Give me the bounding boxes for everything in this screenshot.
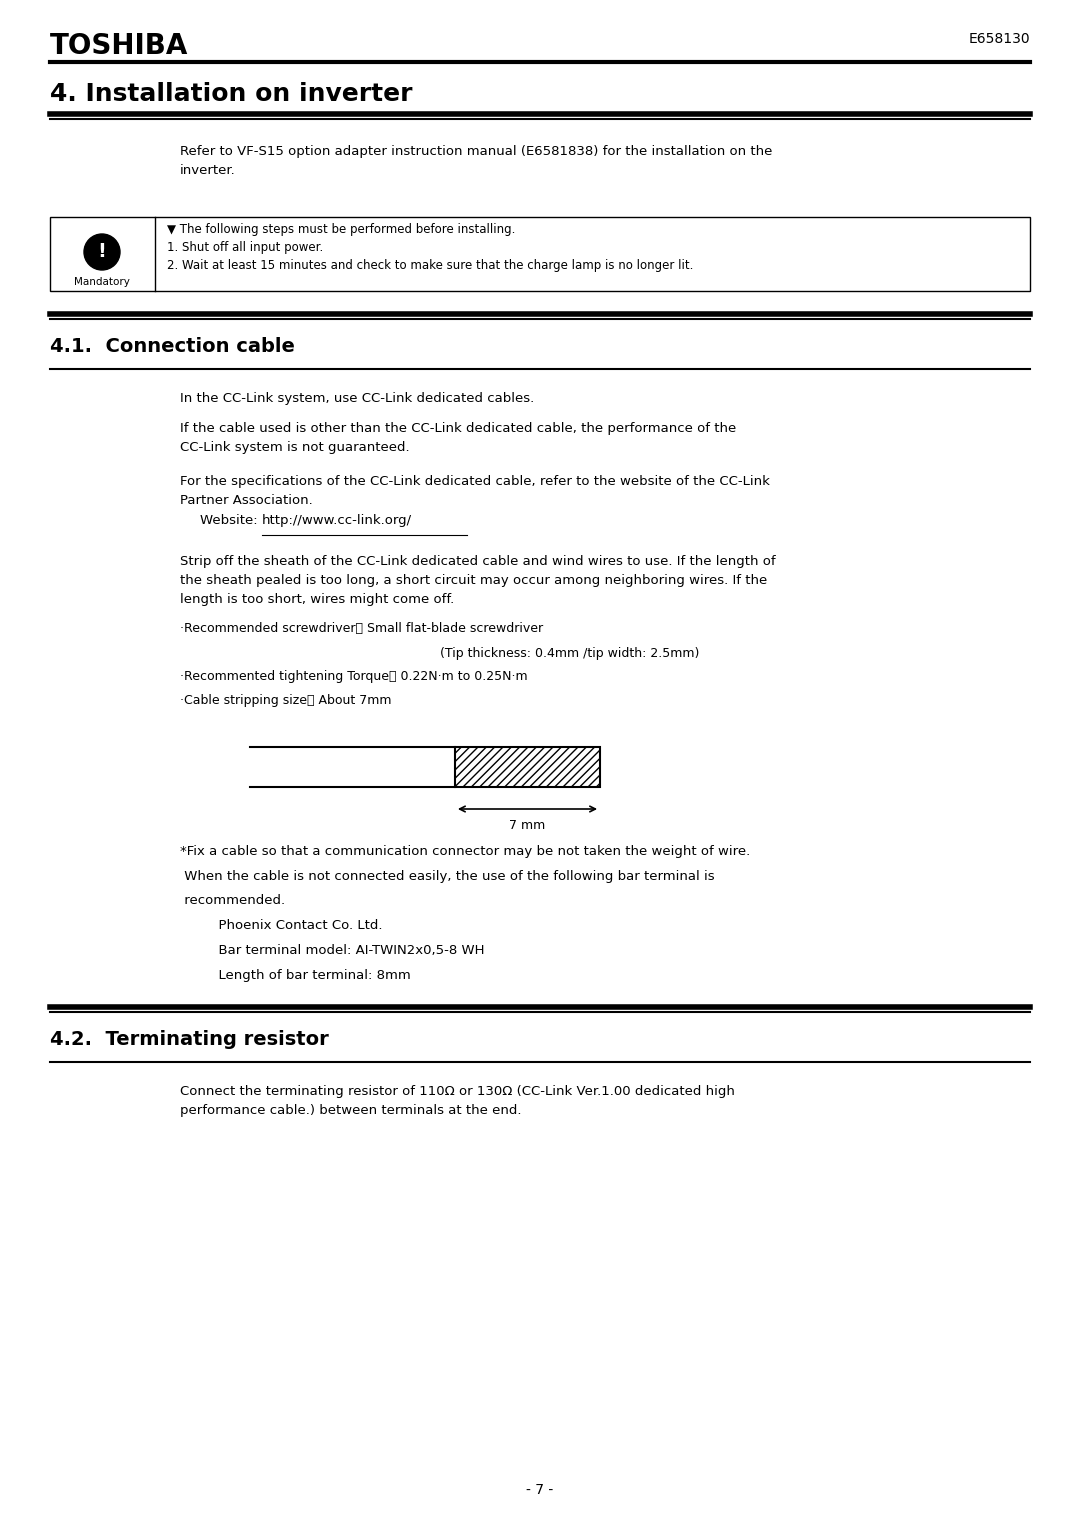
Text: 4.2.  Terminating resistor: 4.2. Terminating resistor	[50, 1031, 328, 1049]
Text: 4.1.  Connection cable: 4.1. Connection cable	[50, 337, 295, 356]
Text: ·Recommended screwdriver： Small flat-blade screwdriver: ·Recommended screwdriver： Small flat-bla…	[180, 621, 543, 635]
Text: 4. Installation on inverter: 4. Installation on inverter	[50, 82, 413, 105]
Text: ·Cable stripping size： About 7mm: ·Cable stripping size： About 7mm	[180, 693, 391, 707]
Text: E658130: E658130	[969, 32, 1030, 46]
Text: Mandatory: Mandatory	[75, 276, 130, 287]
Text: 7 mm: 7 mm	[510, 818, 545, 832]
Text: *Fix a cable so that a communication connector may be not taken the weight of wi: *Fix a cable so that a communication con…	[180, 844, 751, 858]
Text: Bar terminal model: AI-TWIN2x0,5-8 WH: Bar terminal model: AI-TWIN2x0,5-8 WH	[210, 944, 485, 957]
Text: ·Recommented tightening Torque： 0.22N·m to 0.25N·m: ·Recommented tightening Torque： 0.22N·m …	[180, 670, 528, 683]
Text: recommended.: recommended.	[180, 893, 285, 907]
Text: For the specifications of the CC-Link dedicated cable, refer to the website of t: For the specifications of the CC-Link de…	[180, 475, 770, 507]
Text: TOSHIBA: TOSHIBA	[50, 32, 188, 60]
Text: In the CC-Link system, use CC-Link dedicated cables.: In the CC-Link system, use CC-Link dedic…	[180, 392, 535, 405]
Text: When the cable is not connected easily, the use of the following bar terminal is: When the cable is not connected easily, …	[180, 870, 715, 883]
Text: Phoenix Contact Co. Ltd.: Phoenix Contact Co. Ltd.	[210, 919, 382, 931]
Text: Website:: Website:	[200, 515, 261, 527]
Text: (Tip thickness: 0.4mm /tip width: 2.5mm): (Tip thickness: 0.4mm /tip width: 2.5mm)	[440, 647, 700, 660]
Text: !: !	[97, 243, 107, 261]
Bar	[50, 217, 1030, 292]
Circle shape	[84, 234, 120, 270]
Text: Refer to VF-S15 option adapter instruction manual (E6581838) for the installatio: Refer to VF-S15 option adapter instructi…	[180, 145, 772, 177]
Text: - 7 -: - 7 -	[526, 1483, 554, 1496]
Text: http://www.cc-link.org/: http://www.cc-link.org/	[262, 515, 413, 527]
Text: Strip off the sheath of the CC-Link dedicated cable and wind wires to use. If th: Strip off the sheath of the CC-Link dedi…	[180, 554, 775, 606]
Bar	[455, 747, 600, 786]
Text: If the cable used is other than the CC-Link dedicated cable, the performance of : If the cable used is other than the CC-L…	[180, 421, 737, 454]
Text: Length of bar terminal: 8mm: Length of bar terminal: 8mm	[210, 970, 410, 982]
Text: ▼ The following steps must be performed before installing.
1. Shut off all input: ▼ The following steps must be performed …	[167, 223, 693, 272]
Text: Connect the terminating resistor of 110Ω or 130Ω (CC-Link Ver.1.00 dedicated hig: Connect the terminating resistor of 110Ω…	[180, 1086, 734, 1116]
